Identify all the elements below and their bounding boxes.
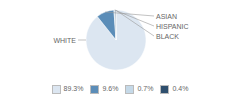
html-text:0.7%: 0.7% xyxy=(137,85,154,92)
svg-text:BLACK: BLACK xyxy=(156,33,179,40)
html-text:89.3%: 89.3% xyxy=(63,85,84,92)
html-text:9.6%: 9.6% xyxy=(102,85,119,92)
svg-text:WHITE: WHITE xyxy=(53,37,76,44)
svg-text:HISPANIC: HISPANIC xyxy=(156,23,189,30)
svg-text:ASIAN: ASIAN xyxy=(156,13,177,20)
html-text:0.4%: 0.4% xyxy=(172,85,189,92)
